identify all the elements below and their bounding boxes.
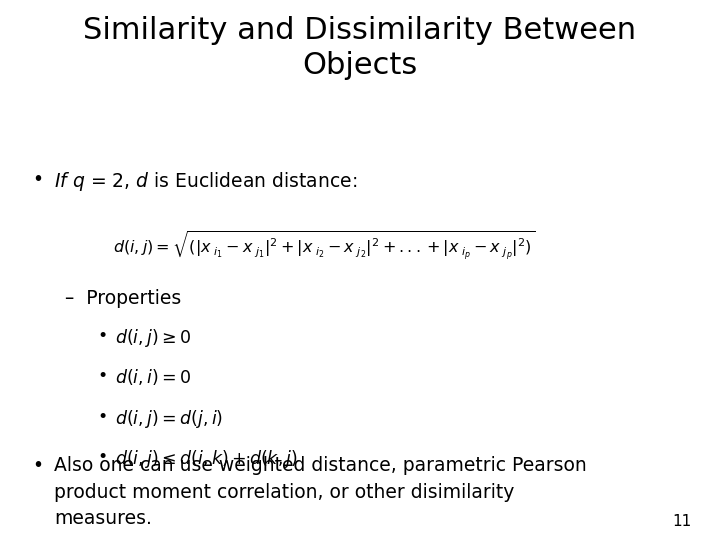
Text: •: • — [32, 170, 43, 189]
Text: •: • — [97, 327, 107, 345]
Text: $\mathit{d}(\mathit{i},\mathit{i}) = 0$: $\mathit{d}(\mathit{i},\mathit{i}) = 0$ — [115, 367, 192, 387]
Text: $\mathit{d}(\mathit{i},\mathit{j})\geq 0$: $\mathit{d}(\mathit{i},\mathit{j})\geq 0… — [115, 327, 192, 349]
Text: •: • — [97, 408, 107, 426]
Text: $\mathit{d}(\mathit{i},\mathit{j}) = \mathit{d}(\mathit{j},\mathit{i})$: $\mathit{d}(\mathit{i},\mathit{j}) = \ma… — [115, 408, 223, 430]
Text: •: • — [32, 456, 43, 475]
Text: 11: 11 — [672, 514, 691, 529]
Text: •: • — [97, 367, 107, 385]
Text: Similarity and Dissimilarity Between
Objects: Similarity and Dissimilarity Between Obj… — [84, 16, 636, 80]
Text: $\mathit{d}(\mathit{i},\mathit{j})=\sqrt{(|\mathit{x}_{\ \mathit{i}_1}-\mathit{x: $\mathit{d}(\mathit{i},\mathit{j})=\sqrt… — [113, 230, 535, 262]
Text: •: • — [97, 448, 107, 466]
Text: Also one can use weighted distance, parametric Pearson
product moment correlatio: Also one can use weighted distance, para… — [54, 456, 587, 528]
Text: –  Properties: – Properties — [65, 289, 181, 308]
Text: $\mathit{d}(\mathit{i},\mathit{j})\leq \mathit{d}(\mathit{i},\mathit{k}) + \math: $\mathit{d}(\mathit{i},\mathit{j})\leq \… — [115, 448, 298, 470]
Text: $\mathit{If}\ \mathit{q}$ = 2, $\mathit{d}$ is Euclidean distance:: $\mathit{If}\ \mathit{q}$ = 2, $\mathit{… — [54, 170, 357, 193]
